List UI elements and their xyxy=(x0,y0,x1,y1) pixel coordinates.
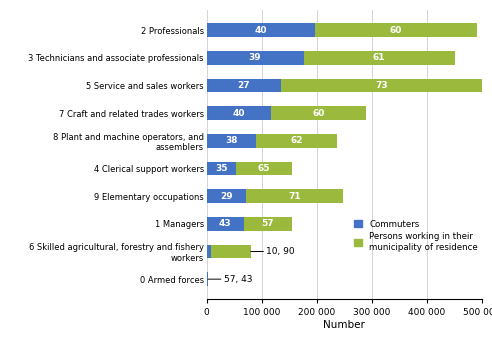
Legend: Commuters, Persons working in their
municipality of residence: Commuters, Persons working in their muni… xyxy=(354,220,478,252)
Bar xyxy=(271,106,367,120)
Text: 29: 29 xyxy=(220,192,233,201)
Bar xyxy=(281,79,482,92)
X-axis label: Number: Number xyxy=(323,320,366,330)
Text: 61: 61 xyxy=(373,53,385,63)
Text: 27: 27 xyxy=(238,81,250,90)
Text: 71: 71 xyxy=(288,192,301,201)
Text: 62: 62 xyxy=(290,136,303,146)
Bar xyxy=(207,106,271,120)
Text: 40: 40 xyxy=(232,109,245,118)
Text: 10, 90: 10, 90 xyxy=(251,247,295,256)
Text: 39: 39 xyxy=(249,53,261,63)
Bar xyxy=(207,134,256,148)
Bar xyxy=(207,189,246,203)
Text: 35: 35 xyxy=(215,164,228,173)
Text: 57, 43: 57, 43 xyxy=(208,275,252,284)
Bar xyxy=(246,189,343,203)
Text: 38: 38 xyxy=(225,136,238,146)
Bar xyxy=(207,162,236,175)
Text: 40: 40 xyxy=(254,26,267,35)
Bar xyxy=(256,134,337,148)
Bar xyxy=(236,162,291,175)
Bar xyxy=(207,51,304,65)
Bar xyxy=(211,244,251,258)
Bar xyxy=(304,51,455,65)
Bar xyxy=(207,272,208,286)
Bar xyxy=(207,23,315,37)
Bar xyxy=(244,217,291,231)
Bar xyxy=(207,244,211,258)
Bar xyxy=(315,23,477,37)
Bar xyxy=(207,79,281,92)
Text: 65: 65 xyxy=(258,164,270,173)
Text: 60: 60 xyxy=(390,26,402,35)
Text: 73: 73 xyxy=(375,81,388,90)
Text: 57: 57 xyxy=(261,219,274,228)
Bar xyxy=(207,217,244,231)
Text: 43: 43 xyxy=(219,219,231,228)
Text: 60: 60 xyxy=(312,109,325,118)
